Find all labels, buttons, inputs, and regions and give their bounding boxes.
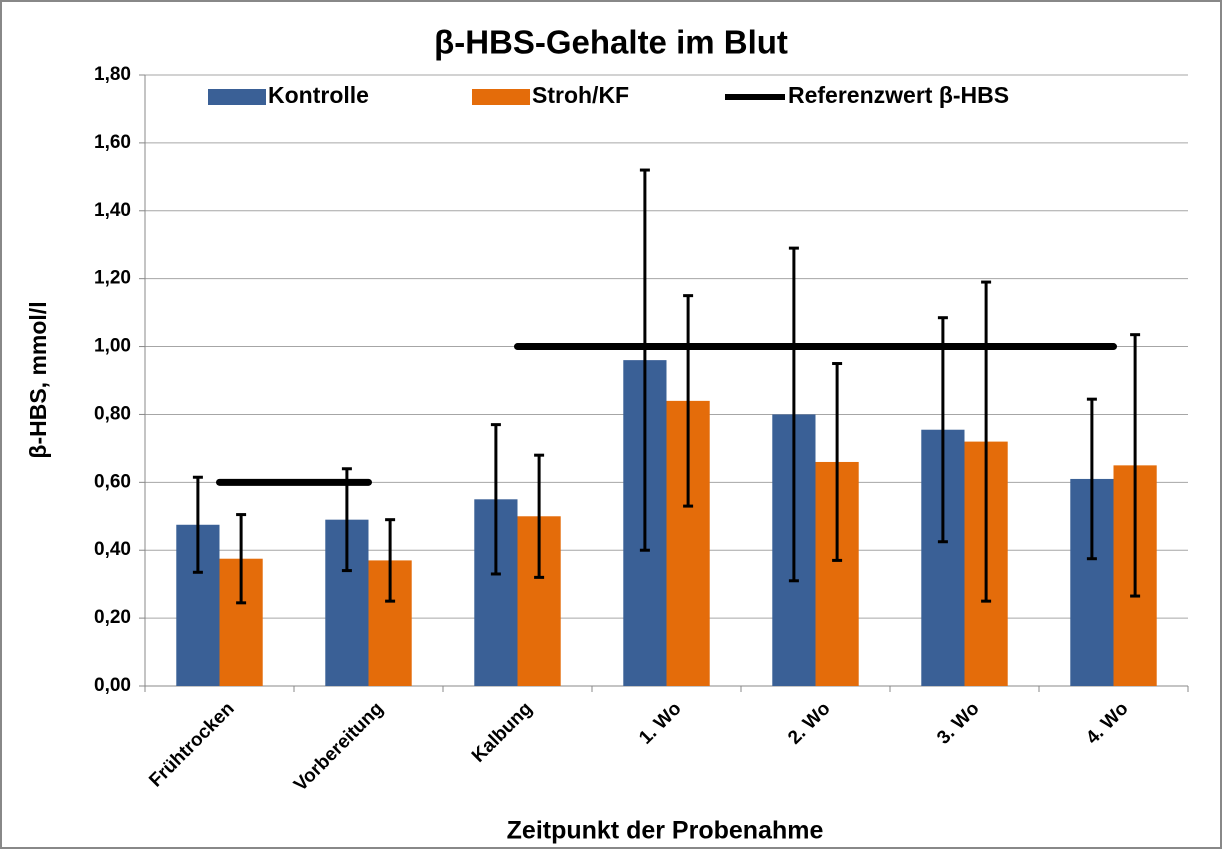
error-bar	[639, 168, 650, 552]
y-tick-label: 0,60	[94, 471, 131, 492]
legend-label: Kontrolle	[268, 82, 369, 108]
y-tick-label: 0,80	[94, 403, 131, 424]
y-tick-label: 1,60	[94, 132, 131, 153]
legend-label: Stroh/KF	[532, 82, 629, 108]
error-bar	[385, 518, 396, 603]
error-bar	[788, 246, 799, 583]
error-bar	[534, 453, 545, 579]
y-axis-title: β-HBS, mmol/l	[25, 301, 51, 458]
y-tick-label: 0,00	[94, 675, 131, 696]
chart-title: β-HBS-Gehalte im Blut	[434, 24, 788, 61]
x-axis-title: Zeitpunkt der Probenahme	[507, 817, 824, 845]
y-tick-label: 0,20	[94, 607, 131, 628]
error-bar	[937, 316, 948, 544]
error-bar	[192, 475, 203, 574]
y-tick-label: 1,40	[94, 200, 131, 221]
y-tick-label: 0,40	[94, 539, 131, 560]
error-bar	[490, 423, 501, 576]
y-tick-label: 1,20	[94, 268, 131, 289]
error-bar	[1130, 333, 1141, 598]
error-bar	[832, 362, 843, 562]
error-bar	[981, 280, 992, 603]
error-bar	[1086, 397, 1097, 561]
y-tick-label: 1,80	[94, 64, 131, 85]
legend-swatch	[208, 89, 266, 105]
legend-label: Referenzwert β-HBS	[788, 82, 1009, 108]
legend-swatch	[472, 89, 530, 105]
y-tick-label: 1,00	[94, 336, 131, 357]
error-bar	[236, 513, 247, 605]
error-bar	[683, 294, 694, 508]
